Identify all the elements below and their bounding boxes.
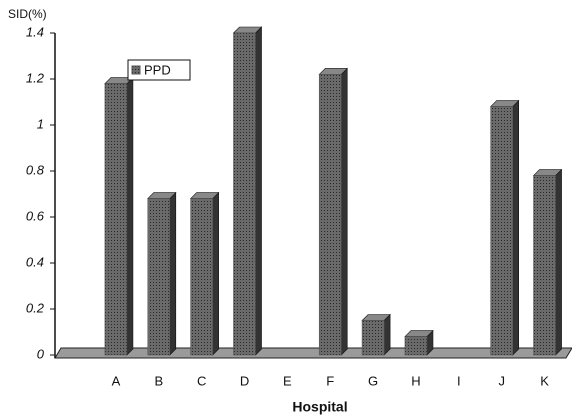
bar [104, 83, 128, 356]
floor [54, 347, 572, 359]
y-tick-label: 1.2 [26, 70, 45, 85]
y-tick-label: 1 [37, 116, 44, 131]
y-tick-label: 0.2 [26, 300, 45, 315]
x-tick-label: B [154, 373, 163, 388]
bar-side [512, 99, 520, 356]
bar [318, 74, 342, 356]
legend-swatch [131, 65, 141, 75]
x-tick-label: K [540, 373, 549, 388]
x-tick-label: A [112, 373, 121, 388]
x-tick-label: H [411, 373, 420, 388]
x-axis-title: Hospital [292, 399, 347, 415]
bar-side [255, 26, 262, 356]
bar [233, 32, 256, 356]
x-tick-label: E [283, 373, 292, 388]
y-axis-title: SID(%) [8, 7, 47, 21]
y-tick-label: 0.4 [26, 254, 44, 269]
y-tick-label: 1.4 [26, 24, 44, 39]
x-tick-label: G [368, 373, 378, 388]
y-tick-label: 0 [37, 346, 45, 361]
bar [404, 336, 428, 356]
bar-side [126, 76, 134, 356]
bar [490, 106, 514, 356]
bar-side [169, 191, 177, 356]
bar-side [383, 313, 391, 356]
bar-side [212, 191, 219, 356]
y-tick-label: 0.6 [26, 208, 45, 223]
x-tick-label: F [326, 373, 334, 388]
legend-box [127, 59, 191, 81]
x-tick-label: I [457, 373, 461, 388]
bar [190, 198, 213, 356]
bar [533, 175, 556, 356]
bar-side [555, 168, 562, 356]
y-tick-label: 0.8 [26, 162, 45, 177]
x-tick-label: J [498, 373, 505, 388]
x-tick-label: D [240, 373, 249, 388]
bar-side [340, 67, 348, 356]
x-tick-label: C [197, 373, 206, 388]
bar [361, 320, 385, 356]
legend-label: PPD [144, 62, 171, 77]
bar [147, 198, 171, 356]
